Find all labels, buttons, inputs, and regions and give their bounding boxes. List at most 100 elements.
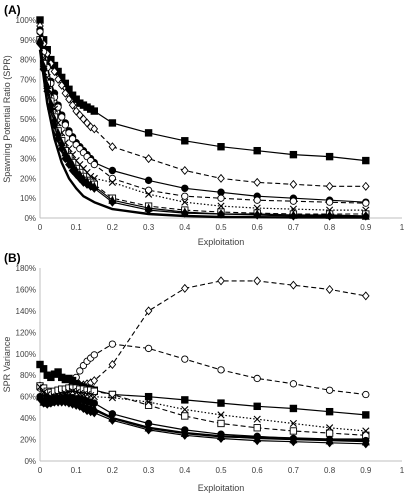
panel-b-data-point: [325, 429, 334, 437]
panel-a-data-point: [68, 135, 77, 143]
panel-b-y-tick-label: 160%: [16, 285, 36, 294]
panel-b-x-tick-label: 0.8: [324, 466, 336, 475]
panel-a-y-tick-label: 90%: [20, 36, 36, 45]
panel-b-data-point: [362, 411, 370, 419]
panel-a-x-tick-label: 0.5: [215, 223, 227, 232]
panel-b-data-point: [181, 283, 189, 293]
panel-a-data-point: [144, 129, 153, 137]
panel-b-data-point: [217, 399, 225, 407]
panel-b-data-point: [362, 427, 370, 435]
panel-b: (B) 0 0.1 0.2 0.3 0.4 0.5 0.6 0.7 0.8 0.9 1 0% 20% 40%…: [2, 251, 405, 493]
panel-a-data-point: [108, 119, 117, 127]
panel-a-data-point: [54, 74, 62, 84]
panel-a-data-point: [108, 142, 117, 152]
panel-b-data-point: [289, 427, 298, 435]
panel-a-data-point: [108, 178, 116, 186]
panel-a-y-tick-label: 70%: [20, 75, 36, 84]
panel-a-label: (A): [4, 3, 21, 17]
panel-a-y-axis-label: Spawning Potential Ratio (SPR): [2, 55, 12, 183]
panel-b-x-tick-label: 0: [38, 466, 43, 475]
panel-b-x-tick-label: 0.4: [179, 466, 191, 475]
panel-a-x-tick-label: 0.7: [288, 223, 300, 232]
panel-a-data-point: [181, 165, 189, 175]
panel-a-x-tick-label: 0.2: [107, 223, 119, 232]
panel-a-data-point: [90, 160, 98, 169]
panel-a-series-line: [39, 19, 366, 162]
panel-a-data-point: [217, 143, 225, 151]
panel-a-data-point: [58, 113, 66, 121]
panel-a-data-point: [181, 137, 189, 145]
panel-b-data-point: [36, 394, 44, 404]
panel-b-data-point: [181, 405, 189, 414]
panel-a-data-point: [217, 194, 225, 202]
panel-a-y-tick-label: 100%: [16, 16, 36, 25]
panel-b-y-tick-label: 140%: [16, 307, 36, 316]
panel-a-data-point: [79, 177, 88, 187]
panel-a-data-point: [289, 150, 298, 159]
panel-a-series-diamond: [36, 39, 370, 221]
panel-a-data-point: [325, 198, 334, 206]
panel-a-data-point: [90, 107, 98, 115]
panel-a-x-tick-label: 0.4: [179, 223, 191, 232]
panel-a-data-point: [65, 129, 73, 137]
panel-a-data-point: [145, 190, 153, 198]
panel-a-x-tick-label: 0: [38, 223, 43, 232]
panel-b-x-tick-label: 0.7: [288, 466, 300, 475]
panel-b-x-tick-label: 0.5: [215, 466, 227, 475]
panel-b-y-tick-label: 0%: [24, 457, 36, 466]
panel-a-series-line: [38, 49, 366, 219]
panel-b-data-point: [108, 360, 117, 369]
panel-a-y-tick-label: 80%: [20, 56, 36, 65]
panel-a-data-point: [108, 166, 117, 175]
panel-a-series-diamond-open: [36, 21, 370, 191]
panel-a-data-point: [181, 192, 189, 200]
panel-b-data-point: [36, 383, 44, 391]
panel-a-data-point: [289, 179, 298, 189]
panel-b-data-point: [144, 392, 153, 401]
panel-a-data-point: [36, 39, 44, 49]
panel-a-y-tick-label: 60%: [20, 95, 36, 104]
panel-b-data-point: [326, 424, 334, 432]
panel-b-data-point: [144, 344, 153, 353]
panel-b-y-tick-label: 80%: [20, 371, 36, 380]
panel-b-data-point: [289, 380, 298, 388]
panel-b-data-point: [108, 390, 117, 399]
panel-a-x-tick-label: 0.9: [360, 223, 372, 232]
panel-a-data-point: [217, 173, 225, 183]
panel-b-data-point: [181, 355, 189, 363]
panel-b-data-point: [289, 280, 298, 290]
panel-a-series-line: [39, 29, 366, 203]
panel-b-data-point: [145, 398, 153, 406]
panel-b-series-line: [39, 393, 366, 441]
panel-b-data-point: [90, 351, 98, 359]
panel-a-data-point: [54, 134, 62, 144]
panel-a-y-tick-label: 20%: [20, 174, 36, 183]
panel-b-data-point: [90, 387, 98, 395]
panel-b-data-point: [325, 284, 334, 294]
panel-b-data-point: [325, 438, 334, 448]
panel-a-data-point: [57, 80, 66, 90]
panel-b-data-point: [217, 411, 225, 419]
panel-b-data-point: [181, 396, 189, 404]
panel-a-x-tick-label: 0.3: [143, 223, 155, 232]
panel-b-data-point: [39, 365, 48, 373]
panel-a-data-point: [362, 181, 370, 191]
panel-b-y-axis-label: SPR Variance: [2, 337, 12, 393]
panel-a-data-point: [108, 197, 117, 207]
panel-b-y-tick-label: 60%: [20, 393, 36, 402]
panel-a-data-point: [68, 100, 77, 110]
panel-b-data-point: [289, 437, 298, 447]
panel-b-x-tick-label: 0.6: [252, 466, 264, 475]
panel-a-data-point: [253, 146, 261, 155]
panel-b-x-axis-label: Exploitation: [198, 483, 245, 493]
panel-b-x-tick-label: 0.9: [360, 466, 372, 475]
panel-a-y-tick-label: 40%: [20, 135, 36, 144]
panel-b-data-point: [362, 390, 370, 399]
panel-a-data-point: [144, 154, 153, 164]
panel-b-series-none: [39, 393, 366, 441]
panel-b-data-point: [76, 367, 84, 375]
panel-b-x-tick-label: 0.2: [107, 466, 119, 475]
panel-a-data-point: [253, 196, 261, 204]
panel-a-x-tick-label: 0.6: [252, 223, 264, 232]
